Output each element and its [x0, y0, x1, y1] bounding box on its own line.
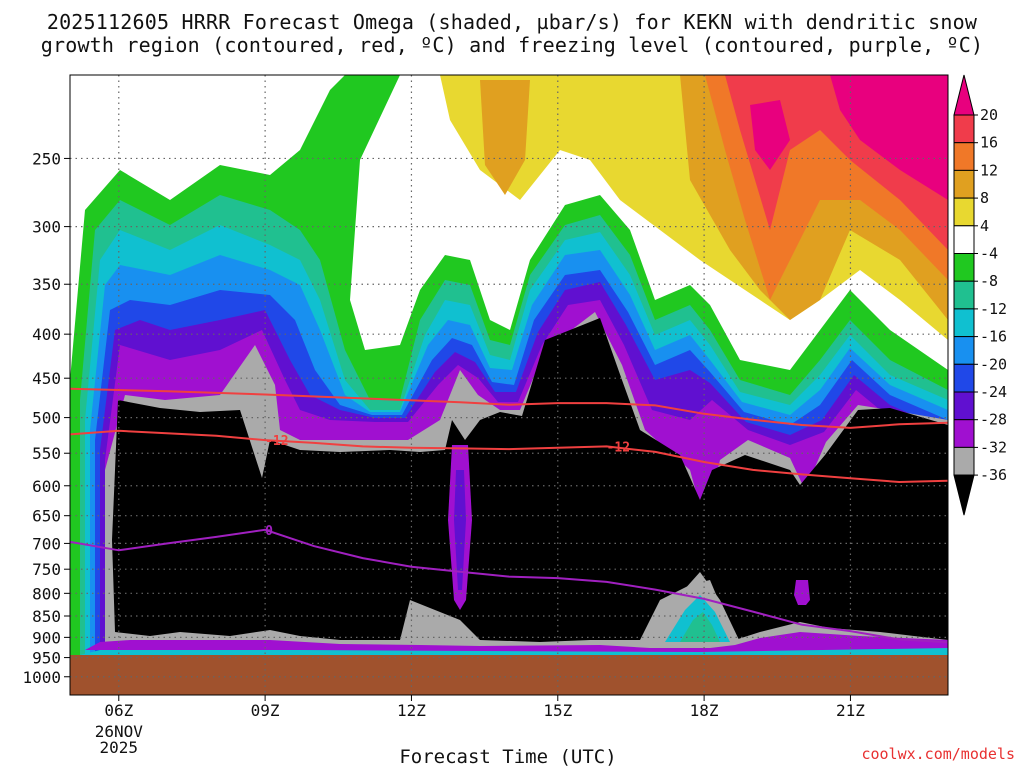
- y-tick-label-700: 700: [32, 534, 61, 553]
- y-axis: 250 300 350 400 450 500 550 600 650 700 750 800 850 9…: [22, 149, 70, 687]
- colorbar-arrow-bottom: [953, 474, 975, 516]
- colorbar-swatch-4: [953, 197, 975, 227]
- colorbar-label-12: 12: [980, 161, 998, 179]
- colorbar-swatch-12: [953, 419, 975, 448]
- x-tick-label-18Z: 18Z: [690, 701, 719, 720]
- plot-frame: [69, 74, 949, 696]
- omega-surface-band-purple: [85, 632, 948, 650]
- colorbar-label--8: -8: [980, 272, 998, 290]
- y-tick-label-600: 600: [32, 477, 61, 496]
- x-tick-label-12Z: 12Z: [397, 701, 426, 720]
- x-tick-label-06Z: 06Z: [104, 701, 133, 720]
- omega-blob-20z: [794, 580, 810, 605]
- grid-lines: [70, 75, 948, 695]
- y-tick-label-850: 850: [32, 607, 61, 626]
- y-tick-label-650: 650: [32, 507, 61, 526]
- colorbar-arrow-top: [953, 74, 975, 116]
- colorbar-swatch-8: [953, 308, 975, 338]
- colorbar-label-8: 8: [980, 189, 989, 207]
- y-tick-label-350: 350: [32, 275, 61, 294]
- colorbar-label--32: -32: [980, 438, 1007, 456]
- x-tick-label-21Z: 21Z: [836, 701, 865, 720]
- omega-region-8: [480, 80, 530, 195]
- colorbar-swatch-7: [953, 280, 975, 310]
- colorbar-label--20: -20: [980, 355, 1007, 373]
- y-tick-label-1000: 1000: [22, 668, 61, 687]
- colorbar-label-4: 4: [980, 217, 989, 235]
- x-axis-label: Forecast Time (UTC): [399, 746, 616, 768]
- y-tick-label-900: 900: [32, 628, 61, 647]
- omega-region-20b: [750, 100, 790, 170]
- colorbar-swatch-3: [953, 169, 975, 199]
- plot-area: -12 -12 0: [70, 75, 948, 695]
- colorbar-swatch-5: [953, 225, 975, 255]
- y-tick-label-800: 800: [32, 584, 61, 603]
- y-tick-label-500: 500: [32, 409, 61, 428]
- omega-bump-18z-c: [680, 612, 720, 642]
- contour-label--12: -12: [265, 434, 288, 449]
- colorbar-label--12: -12: [980, 300, 1007, 318]
- contours: -12 -12 0: [70, 387, 948, 644]
- chart-title-line-1: 2025112605 HRRR Forecast Omega (shaded, …: [46, 10, 978, 34]
- colorbar-label--4: -4: [980, 245, 998, 263]
- colorbar-label--16: -16: [980, 328, 1007, 346]
- colorbar: 20 16 12 8 4 -4 -8 -12 -16 -20 -24 -28 -32 -36: [953, 74, 1007, 516]
- contour-line-1: [70, 387, 948, 429]
- omega-streak-13z-inner: [454, 470, 466, 590]
- chart-title-line-2: growth region (contoured, red, ºC) and f…: [40, 33, 984, 57]
- x-tick-label-09Z: 09Z: [251, 701, 280, 720]
- y-tick-label-750: 750: [32, 560, 61, 579]
- colorbar-label-20: 20: [980, 106, 998, 124]
- omega-surface-band-blue: [80, 648, 948, 655]
- x-tick-label-15Z: 15Z: [543, 701, 572, 720]
- contour-line-2: [70, 528, 948, 644]
- x-tick-sublabel-2025: 2025: [100, 738, 139, 757]
- y-tick-label-950: 950: [32, 649, 61, 668]
- ground-below-surface: [70, 655, 948, 695]
- colorbar-swatch-10: [953, 363, 975, 393]
- colorbar-label--28: -28: [980, 411, 1007, 429]
- colorbar-swatch-6: [953, 253, 975, 282]
- colorbar-label--24: -24: [980, 383, 1007, 401]
- omega-region-20: [830, 75, 948, 200]
- colorbar-swatch-2: [953, 142, 975, 171]
- y-tick-label-400: 400: [32, 325, 61, 344]
- omega-region-minus36: [112, 318, 948, 642]
- colorbar-label--36: -36: [980, 466, 1007, 484]
- colorbar-swatch-1: [953, 114, 975, 144]
- colorbar-swatch-11: [953, 391, 975, 421]
- omega-shaded-field: [70, 75, 948, 655]
- y-tick-label-450: 450: [32, 369, 61, 388]
- y-tick-label-300: 300: [32, 218, 61, 237]
- colorbar-label-16: 16: [980, 134, 998, 152]
- contour-label-0: 0: [265, 524, 273, 539]
- x-tick-sublabel-26NOV: 26NOV: [95, 722, 144, 741]
- contour-line-0: [70, 429, 948, 484]
- colorbar-swatch-13: [953, 446, 975, 476]
- colorbar-swatch-9: [953, 336, 975, 365]
- y-tick-label-250: 250: [32, 149, 61, 168]
- contour-label--12: -12: [607, 440, 630, 455]
- y-tick-label-550: 550: [32, 444, 61, 463]
- credit-text: coolwx.com/models: [861, 745, 1015, 763]
